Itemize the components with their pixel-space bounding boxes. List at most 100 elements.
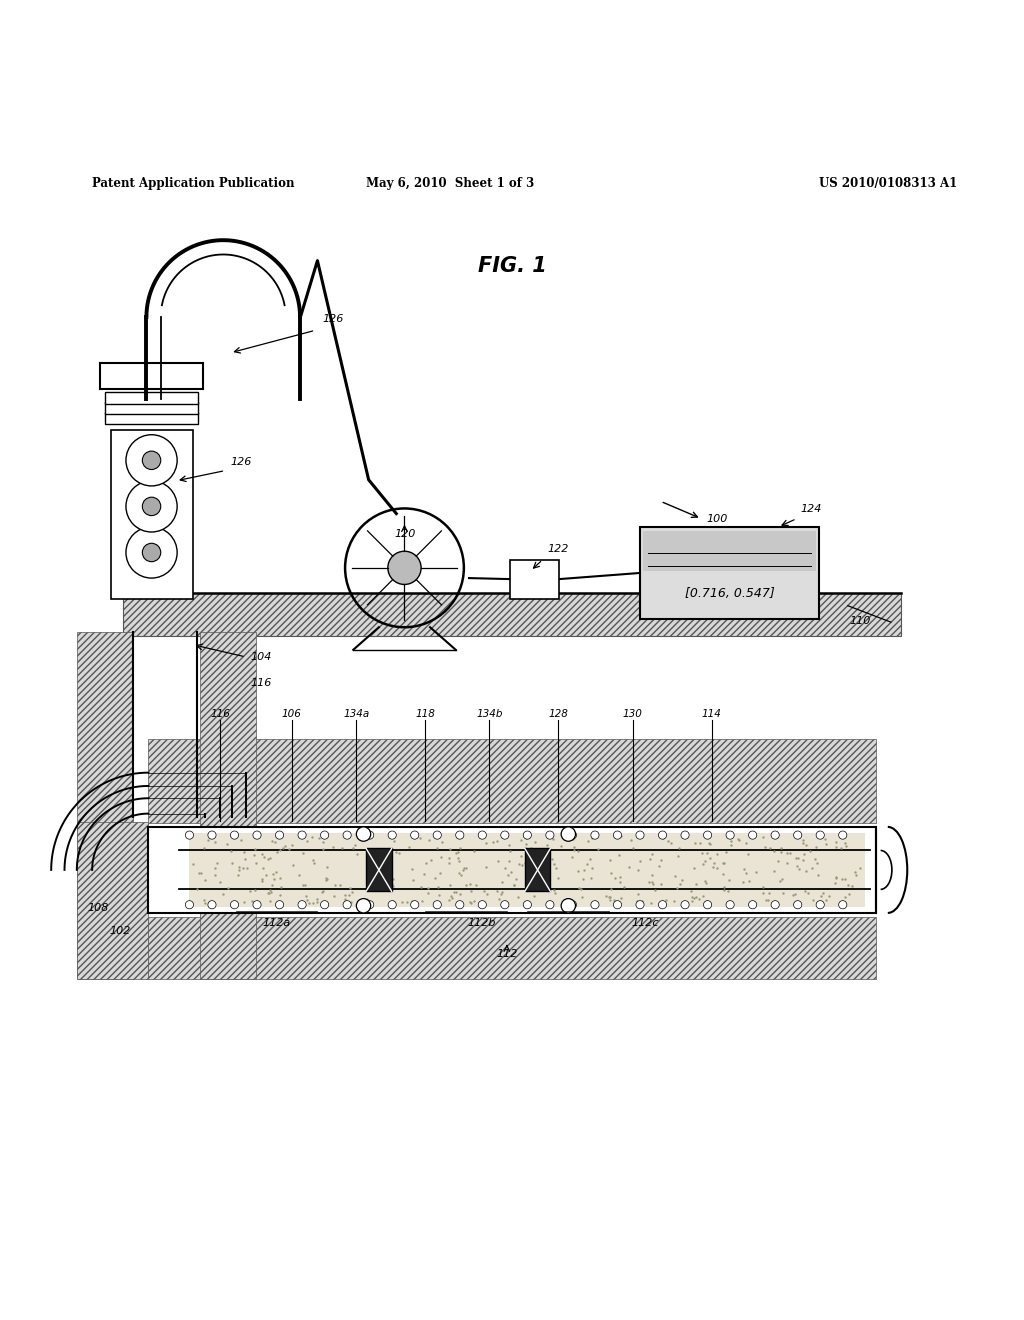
Point <box>511 853 527 874</box>
Point <box>224 851 241 873</box>
Point <box>612 825 629 846</box>
Point <box>341 884 357 906</box>
Point <box>200 829 216 850</box>
Point <box>503 862 519 883</box>
Point <box>325 836 341 857</box>
Point <box>384 874 400 895</box>
Circle shape <box>816 832 824 840</box>
Bar <box>105 392 198 404</box>
Text: [0.716, 0.547]: [0.716, 0.547] <box>685 586 774 599</box>
Point <box>262 847 279 869</box>
Point <box>420 882 436 903</box>
Point <box>272 876 289 898</box>
Point <box>272 884 289 906</box>
Circle shape <box>636 900 644 909</box>
Circle shape <box>523 832 531 840</box>
Point <box>385 875 401 896</box>
Text: 118: 118 <box>415 709 435 719</box>
Point <box>502 841 518 862</box>
Point <box>769 850 785 871</box>
Point <box>242 880 258 902</box>
Point <box>418 853 434 874</box>
Point <box>337 888 353 909</box>
Point <box>318 869 335 890</box>
Point <box>466 840 482 861</box>
Point <box>285 854 301 875</box>
Circle shape <box>749 832 757 840</box>
Point <box>730 829 746 850</box>
Point <box>220 878 237 899</box>
Point <box>671 838 687 859</box>
Point <box>184 853 201 874</box>
Point <box>388 842 404 863</box>
Point <box>582 849 598 870</box>
Point <box>781 842 798 863</box>
Point <box>630 859 646 880</box>
Point <box>583 867 599 888</box>
Point <box>432 846 449 867</box>
Point <box>462 874 478 895</box>
Bar <box>77 632 133 979</box>
Point <box>674 869 690 890</box>
Circle shape <box>478 900 486 909</box>
Point <box>694 886 711 907</box>
Point <box>343 891 359 912</box>
Bar <box>510 560 559 598</box>
Point <box>735 858 752 879</box>
Point <box>546 879 562 900</box>
Point <box>701 833 718 854</box>
Point <box>565 837 582 858</box>
Point <box>414 876 430 898</box>
Point <box>634 891 650 912</box>
Circle shape <box>501 900 509 909</box>
Point <box>738 863 755 884</box>
Bar <box>525 849 551 891</box>
Point <box>500 865 516 886</box>
Point <box>404 858 421 879</box>
Point <box>506 874 522 895</box>
Point <box>611 845 628 866</box>
Point <box>795 850 811 871</box>
Point <box>687 886 703 907</box>
Circle shape <box>568 900 577 909</box>
Circle shape <box>501 832 509 840</box>
Point <box>550 867 566 888</box>
Point <box>603 862 620 883</box>
Point <box>748 862 764 883</box>
Point <box>260 882 276 903</box>
Point <box>757 837 773 858</box>
Point <box>337 891 353 912</box>
Point <box>643 892 659 913</box>
Point <box>442 874 459 895</box>
Point <box>653 850 670 871</box>
Point <box>406 869 422 890</box>
Point <box>219 834 236 855</box>
Circle shape <box>703 900 712 909</box>
Point <box>318 867 335 888</box>
Text: 112: 112 <box>497 949 517 958</box>
Text: 134b: 134b <box>476 709 503 719</box>
Point <box>428 837 444 858</box>
Point <box>575 869 592 890</box>
Point <box>244 891 260 912</box>
Point <box>643 865 659 886</box>
Point <box>342 878 358 899</box>
Point <box>191 863 208 884</box>
Point <box>798 834 814 855</box>
Circle shape <box>366 832 374 840</box>
Point <box>705 857 721 878</box>
Point <box>716 880 732 902</box>
Point <box>837 887 853 908</box>
Point <box>629 890 645 911</box>
Point <box>209 853 225 874</box>
Point <box>804 858 820 879</box>
Point <box>696 850 713 871</box>
Point <box>698 890 715 911</box>
Text: 126: 126 <box>230 458 252 467</box>
Point <box>809 851 825 873</box>
Point <box>447 842 464 863</box>
Point <box>758 888 774 909</box>
Point <box>684 886 700 907</box>
Point <box>384 869 400 890</box>
Point <box>458 857 474 878</box>
